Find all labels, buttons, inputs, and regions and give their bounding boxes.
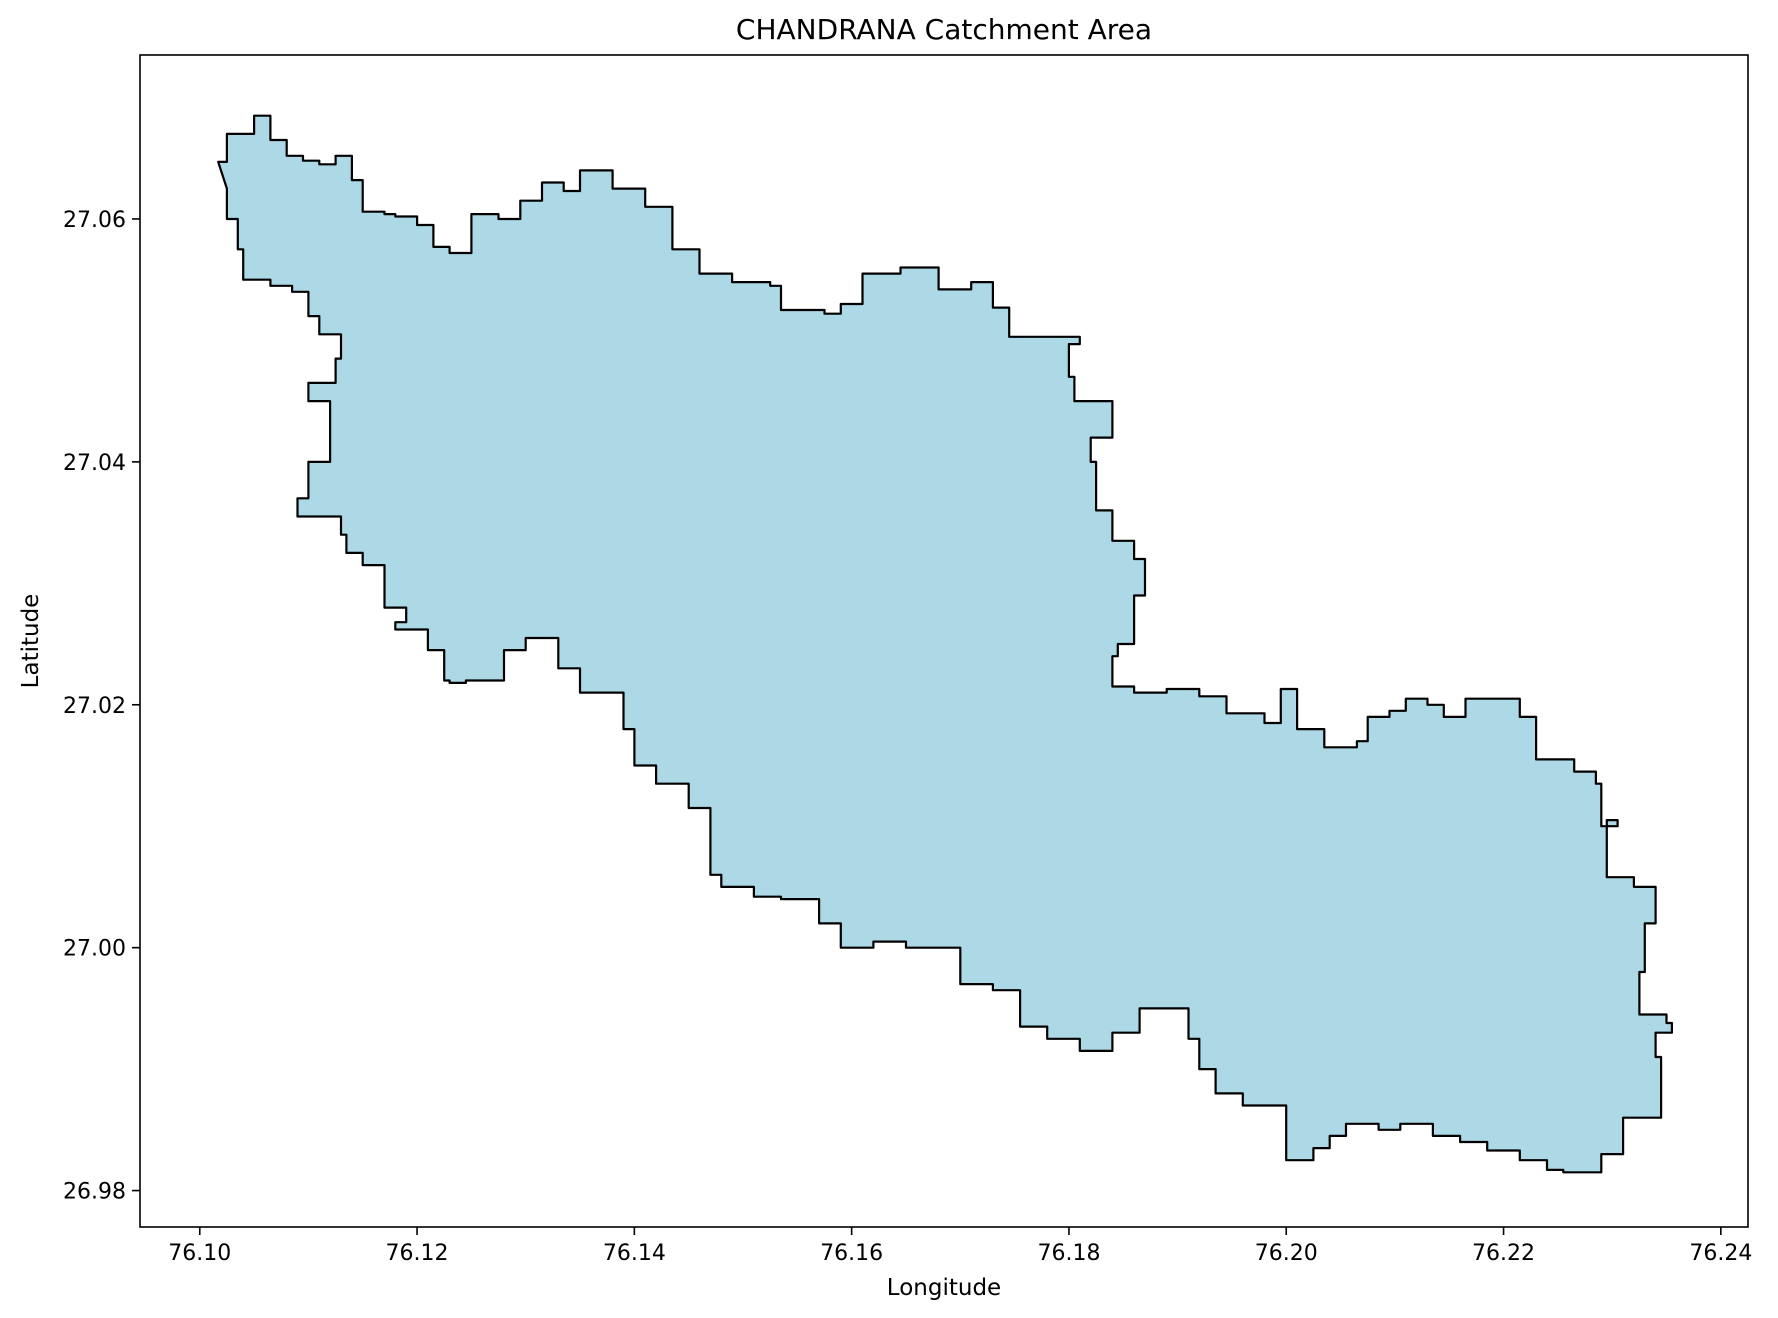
y-tick-label: 26.98 <box>63 1180 126 1205</box>
x-tick-label: 76.12 <box>386 1241 449 1266</box>
axes-frame <box>139 54 1749 1228</box>
y-tick-label: 27.00 <box>63 937 126 962</box>
x-tick-label: 76.10 <box>168 1241 231 1266</box>
x-tick-label: 76.24 <box>1689 1241 1752 1266</box>
y-axis-ticks: 26.98 27.00 27.02 27.04 27.06 <box>63 208 140 1205</box>
x-tick-label: 76.18 <box>1037 1241 1100 1266</box>
x-tick-label: 76.14 <box>603 1241 666 1266</box>
x-tick-label: 76.22 <box>1472 1241 1535 1266</box>
x-axis-ticks: 76.10 76.12 76.14 76.16 76.18 76.20 76.22 76.24 <box>168 1227 1752 1266</box>
y-axis-label: Latitude <box>18 594 44 689</box>
y-tick-label: 27.06 <box>63 208 126 233</box>
y-tick-label: 27.02 <box>63 694 126 719</box>
catchment-polygon <box>217 114 1673 1174</box>
x-tick-label: 76.16 <box>820 1241 883 1266</box>
plot-area <box>139 54 1749 1228</box>
y-tick-label: 27.04 <box>63 451 126 476</box>
x-tick-label: 76.20 <box>1255 1241 1318 1266</box>
chart-title: CHANDRANA Catchment Area <box>736 13 1152 46</box>
x-axis-label: Longitude <box>887 1275 1001 1301</box>
